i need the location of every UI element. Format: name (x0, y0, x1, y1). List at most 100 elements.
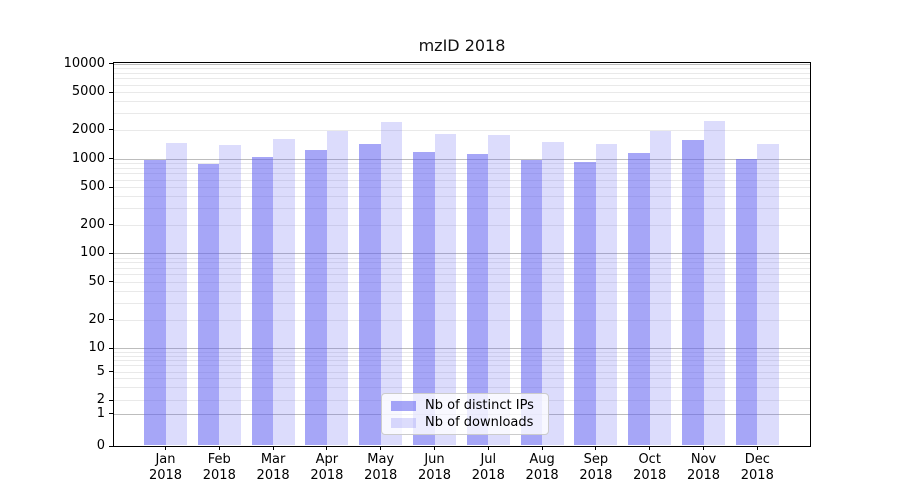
minor-gridline (114, 257, 810, 259)
y-tick-label: 50 (88, 273, 105, 289)
bar-sep-series1 (595, 143, 618, 446)
minor-gridline (114, 129, 810, 131)
minor-gridline (114, 162, 810, 164)
y-tick-label: 20 (88, 311, 105, 327)
minor-gridline (114, 179, 810, 181)
x-tick-label-month: Nov (690, 452, 717, 467)
x-tick-label-month: Jul (480, 452, 497, 467)
major-gridline (114, 158, 810, 160)
minor-gridline (114, 101, 810, 103)
y-tick-mark (109, 63, 114, 65)
minor-gridline (114, 173, 810, 175)
plot-area: Nb of distinct IPs Nb of downloads (113, 62, 811, 447)
minor-gridline (114, 387, 810, 389)
y-tick-label: 5000 (71, 84, 105, 100)
bar-jul-series1 (488, 134, 510, 446)
y-tick-mark (109, 319, 114, 321)
y-tick-mark (109, 281, 114, 283)
bar-jun-series0 (413, 151, 435, 446)
y-tick-label: 1000 (71, 150, 105, 166)
x-tick-label-month: Dec (744, 452, 770, 467)
bar-jun-series1 (434, 134, 456, 446)
x-tick-mark (649, 445, 651, 450)
x-tick-label-month: Jun (424, 452, 445, 467)
minor-gridline (114, 355, 810, 357)
bar-may-series0 (359, 144, 381, 446)
bar-jul-series0 (466, 154, 489, 446)
bar-jan-series0 (144, 160, 166, 446)
minor-gridline (114, 196, 810, 198)
legend-label-downloads: Nb of downloads (425, 415, 534, 430)
minor-gridline (114, 113, 810, 115)
bar-nov-series0 (682, 139, 704, 446)
x-tick-label-year: 2018 (633, 468, 667, 483)
minor-gridline (114, 224, 810, 226)
x-tick-mark (380, 445, 382, 450)
x-tick-label-year: 2018 (579, 468, 613, 483)
legend-swatch-distinct-ips-icon (391, 400, 416, 411)
y-tick-mark (109, 158, 114, 159)
minor-gridline (114, 365, 810, 367)
x-tick-mark (326, 445, 328, 450)
y-tick-mark (109, 129, 114, 131)
x-tick-label-year: 2018 (256, 468, 290, 483)
y-tick-mark (109, 399, 114, 401)
bar-apr-series1 (326, 130, 349, 446)
x-tick-label-year: 2018 (364, 468, 398, 483)
minor-gridline (114, 351, 810, 353)
y-tick-mark (109, 91, 114, 93)
x-tick-label-year: 2018 (525, 468, 559, 483)
minor-gridline (114, 360, 810, 362)
x-tick-mark (703, 445, 704, 450)
x-tick-mark (165, 445, 166, 450)
bar-aug-series0 (520, 159, 543, 446)
minor-gridline (114, 378, 810, 380)
minor-gridline (114, 72, 810, 74)
bar-may-series1 (380, 122, 403, 446)
bar-oct-series0 (628, 153, 650, 446)
y-tick-label: 10000 (63, 55, 105, 71)
legend-label-distinct-ips: Nb of distinct IPs (425, 398, 534, 413)
x-tick-mark (434, 445, 435, 450)
x-tick-label-year: 2018 (148, 468, 183, 483)
x-tick-label-month: Sep (583, 452, 609, 467)
x-tick-mark (541, 445, 543, 450)
x-tick-label-year: 2018 (686, 468, 721, 483)
bar-sep-series0 (574, 161, 596, 446)
major-gridline (114, 253, 810, 255)
x-tick-label-year: 2018 (471, 468, 505, 483)
legend-swatch-downloads-icon (391, 417, 416, 428)
bar-mar-series0 (251, 157, 274, 446)
chart-title: mzID 2018 (418, 36, 506, 55)
x-tick-label-month: Jan (155, 452, 176, 467)
bar-jan-series1 (165, 142, 187, 446)
bar-oct-series1 (649, 130, 672, 446)
legend-item-distinct-ips: Nb of distinct IPs (391, 398, 539, 413)
y-tick-mark (109, 371, 114, 372)
bar-dec-series0 (735, 159, 758, 446)
y-tick-label: 1 (96, 405, 105, 421)
y-tick-mark (109, 347, 114, 349)
y-tick-label: 2 (96, 392, 105, 407)
y-tick-label: 100 (80, 245, 105, 261)
minor-gridline (114, 68, 810, 70)
x-tick-label-year: 2018 (417, 468, 452, 483)
y-tick-label: 200 (80, 216, 105, 232)
x-tick-label-month: Aug (529, 452, 555, 467)
minor-gridline (114, 267, 810, 269)
minor-gridline (114, 274, 810, 276)
x-tick-label-month: Feb (207, 452, 231, 467)
bar-nov-series1 (703, 121, 725, 446)
bar-mar-series1 (273, 139, 295, 446)
x-tick-label-year: 2018 (310, 468, 344, 483)
x-tick-label-year: 2018 (740, 468, 774, 483)
minor-gridline (114, 92, 810, 94)
x-tick-mark (218, 445, 220, 450)
y-tick-label: 0 (96, 438, 105, 453)
y-tick-mark (109, 413, 114, 414)
x-tick-label-month: Oct (638, 452, 661, 467)
x-tick-label-month: Mar (260, 452, 286, 467)
y-tick-label: 10 (88, 340, 105, 356)
minor-gridline (114, 78, 810, 80)
